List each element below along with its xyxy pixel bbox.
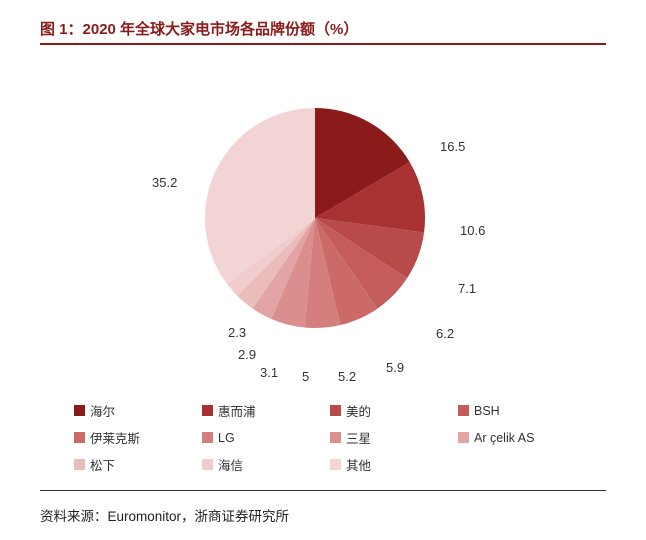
legend-swatch (202, 432, 213, 443)
legend-label: 三星 (346, 428, 371, 447)
legend-item: 海尔 (74, 401, 202, 420)
legend-label: 海尔 (90, 401, 115, 420)
legend-item: 美的 (330, 401, 458, 420)
pie-chart (195, 98, 435, 343)
legend-swatch (330, 405, 341, 416)
legend-label: 美的 (346, 401, 371, 420)
legend-label: BSH (474, 404, 500, 418)
chart-title: 图 1：2020 年全球大家电市场各品牌份额（%） (40, 21, 358, 38)
data-label: 2.9 (238, 347, 256, 362)
legend: 海尔 惠而浦 美的 BSH 伊莱克斯 LG 三星 Ar çelik AS 松下 海信 其他 (40, 393, 606, 491)
legend-swatch (74, 405, 85, 416)
data-label: 35.2 (152, 175, 177, 190)
legend-label: 松下 (90, 455, 115, 474)
data-label: 3.1 (260, 365, 278, 380)
legend-swatch (202, 459, 213, 470)
data-label: 5 (302, 369, 309, 384)
legend-item: 惠而浦 (202, 401, 330, 420)
legend-swatch (330, 459, 341, 470)
legend-swatch (458, 432, 469, 443)
legend-item: 海信 (202, 455, 330, 474)
legend-swatch (202, 405, 213, 416)
source-text: 资料来源：Euromonitor，浙商证券研究所 (40, 501, 606, 525)
legend-swatch (458, 405, 469, 416)
data-label: 5.2 (338, 369, 356, 384)
legend-item: BSH (458, 401, 586, 420)
legend-label: 惠而浦 (218, 401, 256, 420)
legend-label: LG (218, 431, 235, 445)
legend-label: 其他 (346, 455, 371, 474)
data-label: 6.2 (436, 326, 454, 341)
legend-item: 松下 (74, 455, 202, 474)
data-label: 5.9 (386, 360, 404, 375)
data-label: 16.5 (440, 139, 465, 154)
legend-label: Ar çelik AS (474, 431, 534, 445)
data-label: 7.1 (458, 281, 476, 296)
chart-area: 16.5 10.6 7.1 6.2 5.9 5.2 5 3.1 2.9 2.3 35.2 (40, 63, 606, 393)
legend-label: 伊莱克斯 (90, 428, 140, 447)
legend-item: 三星 (330, 428, 458, 447)
legend-swatch (74, 459, 85, 470)
legend-item: Ar çelik AS (458, 428, 586, 447)
data-label: 2.3 (228, 325, 246, 340)
data-label: 10.6 (460, 223, 485, 238)
legend-item: LG (202, 428, 330, 447)
legend-label: 海信 (218, 455, 243, 474)
title-row: 图 1：2020 年全球大家电市场各品牌份额（%） (40, 18, 606, 45)
legend-item: 伊莱克斯 (74, 428, 202, 447)
legend-swatch (74, 432, 85, 443)
legend-item: 其他 (330, 455, 458, 474)
legend-swatch (330, 432, 341, 443)
